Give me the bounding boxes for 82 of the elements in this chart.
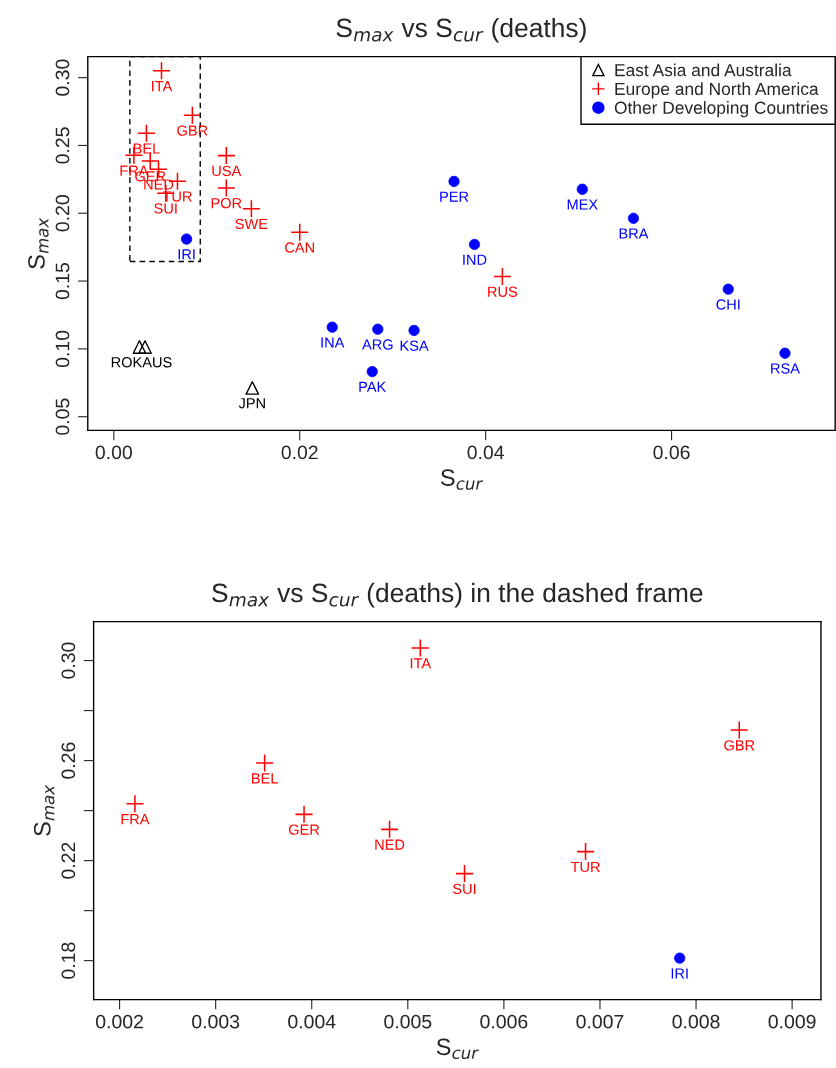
point [730,720,749,740]
annotation: CAN [285,242,314,253]
annotation: SUI [154,203,177,214]
annotation: FRA [121,814,150,825]
point [183,106,202,125]
x-tick-label: 0.007 [576,1014,624,1029]
y-tick-label: 0.10 [55,330,70,368]
annotation: RUS [488,286,518,297]
y-axis-title: S$_{max}$ [33,784,55,836]
annotation: IND [463,254,487,265]
x-tick-label: 0.004 [288,1014,336,1029]
annotation: ROK [111,357,143,368]
point [217,146,236,165]
annotation: IRI [178,249,195,260]
annotation: BEL [133,143,160,154]
x-tick-label: 0.04 [467,445,504,460]
y-tick-label: 0.22 [61,842,76,879]
y-tick-label: 0.25 [55,127,70,164]
annotation: USA [212,165,242,177]
point [576,842,595,861]
x-tick-label: 0.006 [480,1014,528,1029]
x-tick-label: 0.009 [768,1014,816,1029]
point [380,820,399,839]
point [255,753,274,773]
y-tick-label: 0.15 [55,262,70,300]
annotation: CHI [716,299,740,310]
annotation: ARG [362,339,393,350]
y-tick-label: 0.30 [55,59,70,96]
annotation: GER [288,824,320,835]
annotation: PAK [359,381,387,392]
point [138,340,152,354]
annotation: PER [440,191,469,202]
point [411,638,430,658]
x-tick-label: 0.02 [281,445,318,460]
x-axis-title: S$_{cur}$ [436,1038,479,1060]
annotation: ITA [410,658,432,669]
y-tick-label: 0.18 [61,942,76,979]
legend-label: East Asia and Australia [615,63,792,77]
annotation: MEX [567,199,598,210]
point [242,199,261,218]
annotation: ITA [152,81,173,92]
x-tick-label: 0.008 [672,1014,720,1029]
annotation: GBR [724,740,755,751]
y-tick-label: 0.05 [55,398,70,435]
annotation: BRA [619,228,649,239]
legend-label: Other Developing Countries [614,101,828,118]
annotation: KSA [400,340,429,351]
point [152,61,171,81]
annotation: JPN [238,398,265,409]
point [493,267,512,286]
y-tick-label: 0.30 [61,642,76,679]
x-tick-label: 0.002 [96,1014,143,1029]
point [125,794,145,814]
annotation: INA [321,337,345,348]
annotation: SUI [453,883,476,895]
chart-title: S$_{max}$ vs S$_{cur}$ (deaths) in the dashed frame [212,582,703,608]
point [137,123,156,143]
x-tick-label: 0.005 [384,1014,432,1029]
y-tick-label: 0.20 [55,195,70,232]
point [217,178,236,198]
x-axis-title: S$_{cur}$ [440,469,484,490]
point [132,340,147,354]
point [245,381,260,395]
y-axis-title: S$_{max}$ [28,217,49,269]
annotation: IRI [671,968,688,979]
annotation: BEL [252,773,278,784]
point [455,864,474,883]
x-tick-label: 0.00 [95,445,132,460]
x-tick-label: 0.003 [192,1014,240,1029]
annotation: POR [211,198,242,209]
annotation: SWE [235,218,268,230]
annotation: TUR [570,861,600,873]
annotation: RSA [771,363,800,374]
chart-title: S$_{max}$ vs S$_{cur}$ (deaths) [336,17,586,43]
point [294,805,314,824]
x-tick-label: 0.06 [653,445,690,460]
annotation: GBR [177,125,208,136]
annotation: NED [375,839,405,850]
point [290,222,309,242]
annotation: AUS [142,357,172,368]
legend-label: Europe and North America [615,82,819,99]
y-tick-label: 0.26 [61,742,76,779]
